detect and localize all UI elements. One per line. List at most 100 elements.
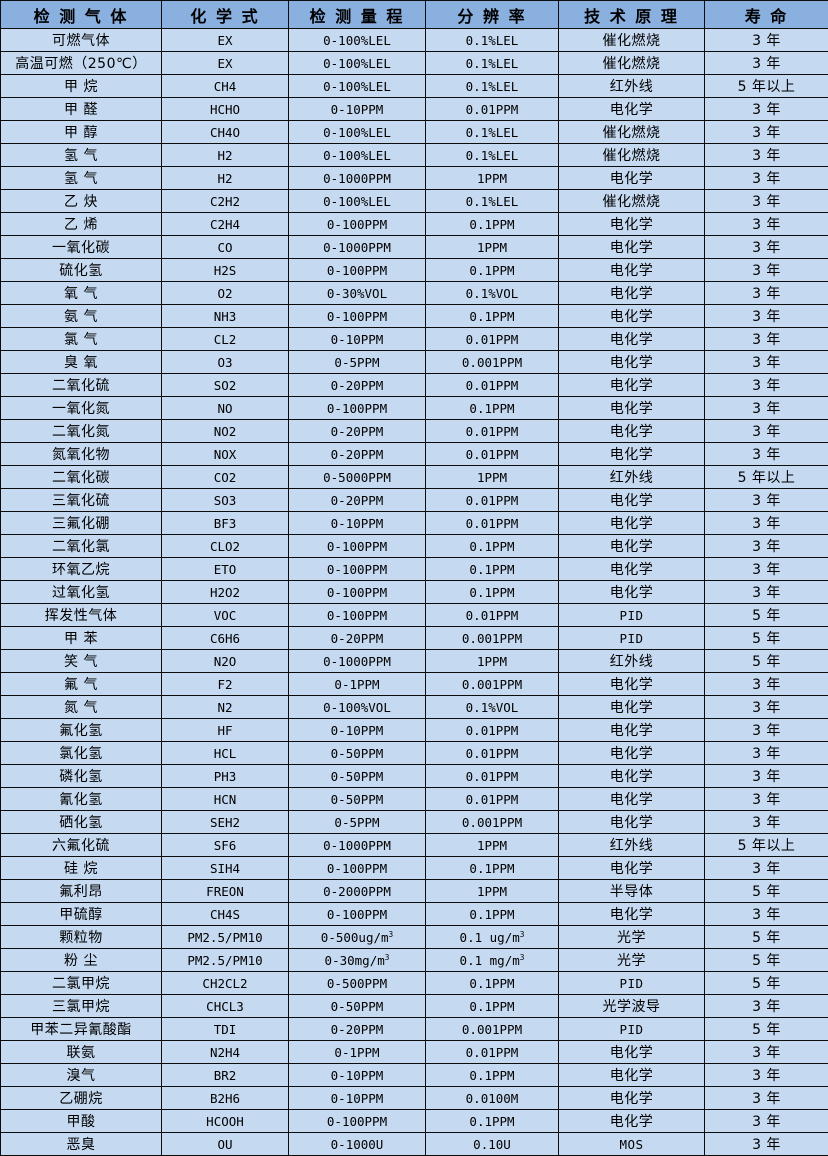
cell-gas: 三氯甲烷 <box>1 995 162 1018</box>
cell-gas: 氯化氢 <box>1 742 162 765</box>
superscript-three: 3 <box>385 952 390 961</box>
cell-formula: SIH4 <box>162 857 289 880</box>
cell-resolution: 0.1 mg/m3 <box>426 949 559 972</box>
cell-gas: 硅 烷 <box>1 857 162 880</box>
cell-formula: NOX <box>162 443 289 466</box>
cell-resolution: 0.1PPM <box>426 558 559 581</box>
column-header-gas: 检 测 气 体 <box>1 1 162 29</box>
cell-formula: CL2 <box>162 328 289 351</box>
cell-lifespan: 3 年 <box>705 581 828 604</box>
cell-resolution: 0.1PPM <box>426 535 559 558</box>
column-header-technology: 技 术 原 理 <box>559 1 705 29</box>
cell-lifespan: 3 年 <box>705 236 828 259</box>
cell-technology: 电化学 <box>559 558 705 581</box>
cell-range: 0-10PPM <box>289 1087 426 1110</box>
cell-technology: 电化学 <box>559 213 705 236</box>
cell-range: 0-10PPM <box>289 512 426 535</box>
cell-gas: 氮氧化物 <box>1 443 162 466</box>
cell-resolution: 0.1%LEL <box>426 29 559 52</box>
cell-formula: HCN <box>162 788 289 811</box>
cell-technology: MOS <box>559 1133 705 1156</box>
cell-lifespan: 3 年 <box>705 1110 828 1133</box>
cell-range: 0-1000PPM <box>289 650 426 673</box>
cell-range: 0-20PPM <box>289 443 426 466</box>
cell-technology: 电化学 <box>559 489 705 512</box>
cell-resolution: 0.01PPM <box>426 512 559 535</box>
cell-resolution: 0.1%VOL <box>426 696 559 719</box>
cell-formula: TDI <box>162 1018 289 1041</box>
cell-gas: 氮 气 <box>1 696 162 719</box>
cell-resolution: 0.01PPM <box>426 788 559 811</box>
cell-formula: CLO2 <box>162 535 289 558</box>
cell-range: 0-100%LEL <box>289 29 426 52</box>
cell-formula: CH4O <box>162 121 289 144</box>
cell-technology: 电化学 <box>559 696 705 719</box>
superscript-three: 3 <box>389 929 394 938</box>
cell-gas: 氢 气 <box>1 167 162 190</box>
cell-resolution: 1PPM <box>426 834 559 857</box>
cell-formula: H2 <box>162 167 289 190</box>
cell-formula: N2 <box>162 696 289 719</box>
cell-range: 0-100PPM <box>289 604 426 627</box>
cell-resolution: 0.01PPM <box>426 604 559 627</box>
cell-gas: 三氧化硫 <box>1 489 162 512</box>
cell-formula: N2H4 <box>162 1041 289 1064</box>
cell-resolution: 0.1%LEL <box>426 52 559 75</box>
cell-gas: 甲酸 <box>1 1110 162 1133</box>
cell-range: 0-1000PPM <box>289 236 426 259</box>
cell-technology: 电化学 <box>559 742 705 765</box>
cell-gas: 二氧化硫 <box>1 374 162 397</box>
cell-range: 0-5000PPM <box>289 466 426 489</box>
cell-formula: SO2 <box>162 374 289 397</box>
cell-gas: 氧 气 <box>1 282 162 305</box>
cell-lifespan: 5 年 <box>705 1018 828 1041</box>
cell-lifespan: 3 年 <box>705 903 828 926</box>
cell-lifespan: 3 年 <box>705 558 828 581</box>
cell-technology: 电化学 <box>559 765 705 788</box>
cell-lifespan: 5 年 <box>705 604 828 627</box>
cell-range: 0-20PPM <box>289 374 426 397</box>
cell-lifespan: 3 年 <box>705 374 828 397</box>
cell-technology: 电化学 <box>559 351 705 374</box>
cell-gas: 挥发性气体 <box>1 604 162 627</box>
cell-lifespan: 3 年 <box>705 673 828 696</box>
cell-lifespan: 5 年 <box>705 949 828 972</box>
cell-resolution: 0.01PPM <box>426 374 559 397</box>
cell-lifespan: 3 年 <box>705 443 828 466</box>
cell-range: 0-100%LEL <box>289 121 426 144</box>
cell-formula: SEH2 <box>162 811 289 834</box>
cell-range: 0-20PPM <box>289 420 426 443</box>
cell-technology: 电化学 <box>559 282 705 305</box>
cell-technology: 电化学 <box>559 236 705 259</box>
cell-technology: PID <box>559 604 705 627</box>
cell-lifespan: 3 年 <box>705 512 828 535</box>
cell-resolution: 0.01PPM <box>426 443 559 466</box>
cell-technology: 电化学 <box>559 1041 705 1064</box>
cell-gas: 二氧化氯 <box>1 535 162 558</box>
cell-lifespan: 3 年 <box>705 328 828 351</box>
cell-gas: 溴气 <box>1 1064 162 1087</box>
cell-technology: 催化燃烧 <box>559 29 705 52</box>
cell-range: 0-100%VOL <box>289 696 426 719</box>
cell-range: 0-5PPM <box>289 351 426 374</box>
cell-technology: 电化学 <box>559 1064 705 1087</box>
cell-resolution: 0.01PPM <box>426 420 559 443</box>
cell-resolution: 0.01PPM <box>426 765 559 788</box>
cell-technology: 催化燃烧 <box>559 144 705 167</box>
cell-technology: 半导体 <box>559 880 705 903</box>
cell-lifespan: 3 年 <box>705 98 828 121</box>
cell-lifespan: 3 年 <box>705 788 828 811</box>
